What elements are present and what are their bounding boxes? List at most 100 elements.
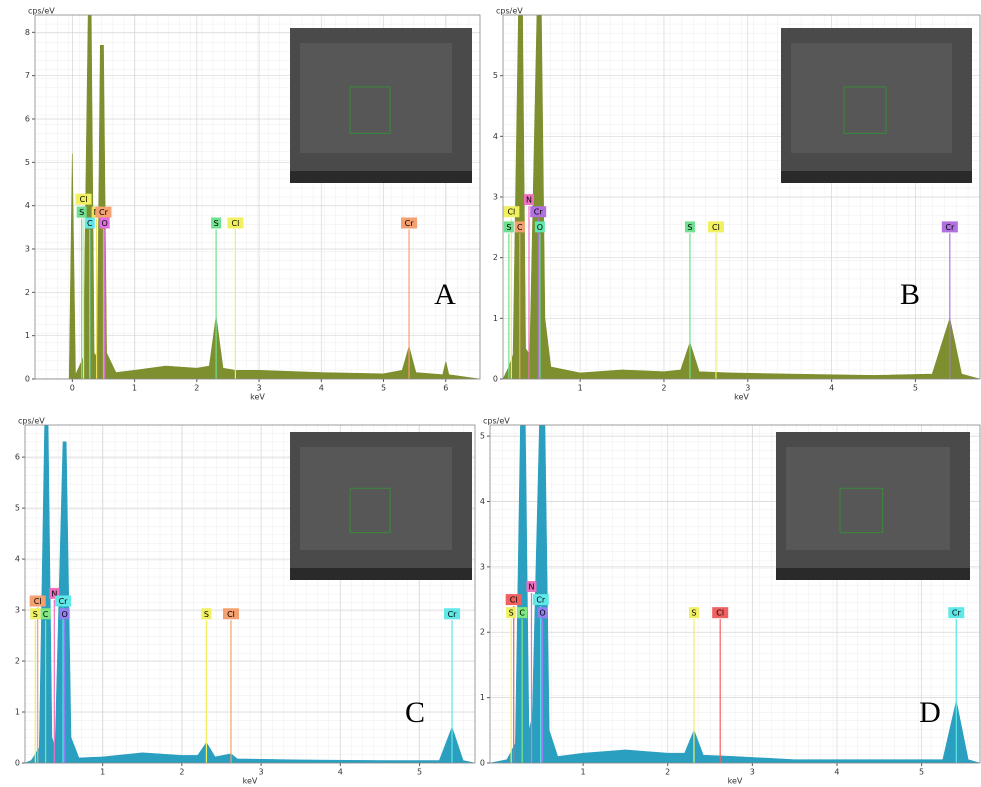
axis-frame <box>24 424 476 764</box>
element-tag <box>517 607 528 619</box>
element-label: C <box>43 610 49 619</box>
plot-area <box>35 15 480 379</box>
spectrum <box>490 425 980 763</box>
element-tag <box>201 608 212 620</box>
element-tag <box>49 587 60 599</box>
element-label: Cl <box>34 597 42 606</box>
y-tick-label: 0 <box>15 759 20 768</box>
panel-letter: D <box>919 696 941 729</box>
element-tag <box>55 595 72 607</box>
sem-texture <box>786 447 950 550</box>
element-tag <box>523 194 534 206</box>
element-tag <box>534 221 545 233</box>
panel-letter: A <box>434 278 456 311</box>
y-axis-label: cps/eV <box>483 417 510 426</box>
x-tick-label: 1 <box>132 384 137 393</box>
element-label: Cl <box>507 208 515 217</box>
element-label: Cr <box>448 610 458 619</box>
x-axis-label: keV <box>250 393 265 402</box>
panel-letter: B <box>900 278 920 311</box>
spectrum <box>35 15 480 379</box>
sem-info-bar <box>290 171 472 183</box>
element-label: Cl <box>80 195 88 204</box>
element-label: O <box>61 610 67 619</box>
x-axis-label: keV <box>728 777 743 786</box>
element-tag <box>712 607 729 619</box>
sem-info-bar <box>776 568 970 580</box>
y-tick-label: 4 <box>493 132 498 141</box>
element-label: O <box>539 609 545 618</box>
y-tick-label: 0 <box>480 759 485 768</box>
sem-texture <box>300 43 452 153</box>
scan-area <box>349 487 391 534</box>
element-label: N <box>51 589 57 598</box>
element-label: S <box>79 208 84 217</box>
axis-frame <box>489 424 981 764</box>
element-tag <box>211 217 222 229</box>
spectrum <box>25 425 475 763</box>
element-label: Cr <box>405 219 415 228</box>
element-tag <box>401 217 418 229</box>
x-axis-label: keV <box>734 393 749 402</box>
x-tick-label: 4 <box>829 384 834 393</box>
y-axis-label: cps/eV <box>18 417 45 426</box>
element-label: Cl <box>712 223 720 232</box>
x-tick-label: 1 <box>578 384 583 393</box>
y-tick-label: 1 <box>25 331 30 340</box>
element-label: C <box>87 219 93 228</box>
element-label: Cr <box>536 596 546 605</box>
element-label: C <box>519 609 525 618</box>
plot-area <box>503 15 980 379</box>
element-tag <box>59 608 70 620</box>
y-axis-label: cps/eV <box>28 7 55 16</box>
x-tick-label: 3 <box>750 768 755 777</box>
y-tick-label: 0 <box>25 375 30 384</box>
element-tag <box>222 608 239 620</box>
y-tick-label: 2 <box>15 657 20 666</box>
x-axis-label: keV <box>243 777 258 786</box>
element-label: S <box>33 610 38 619</box>
element-label: Cr <box>952 609 962 618</box>
y-tick-label: 5 <box>15 504 20 513</box>
y-tick-label: 3 <box>15 606 20 615</box>
panel-letter: C <box>405 696 425 729</box>
element-label: S <box>204 610 209 619</box>
x-tick-label: 5 <box>381 384 386 393</box>
sem-texture <box>300 447 452 550</box>
y-tick-label: 1 <box>15 708 20 717</box>
y-tick-label: 2 <box>25 288 30 297</box>
x-tick-label: 3 <box>257 384 262 393</box>
y-tick-label: 3 <box>25 245 30 254</box>
scan-area <box>843 86 887 134</box>
x-tick-label: 4 <box>319 384 324 393</box>
y-tick-label: 4 <box>480 497 485 506</box>
y-tick-label: 5 <box>480 432 485 441</box>
sem-info-bar <box>781 171 972 183</box>
element-label: N <box>528 583 534 592</box>
x-tick-label: 2 <box>665 768 670 777</box>
axis-frame <box>34 14 481 380</box>
element-tag <box>684 221 695 233</box>
scan-area <box>349 86 391 134</box>
sem-texture <box>791 43 952 153</box>
element-tag <box>95 206 112 218</box>
y-tick-label: 6 <box>15 453 20 462</box>
element-tag <box>75 193 92 205</box>
element-label: S <box>506 223 511 232</box>
element-label: Cl <box>716 609 724 618</box>
y-axis-label: cps/eV <box>496 7 523 16</box>
element-label: Cr <box>59 597 69 606</box>
element-label: Cr <box>534 208 544 217</box>
y-tick-label: 4 <box>15 555 20 564</box>
x-tick-label: 2 <box>179 768 184 777</box>
axis-frame <box>502 14 981 380</box>
x-tick-label: 4 <box>834 768 839 777</box>
spectrum <box>503 15 980 379</box>
x-tick-label: 3 <box>259 768 264 777</box>
element-tag <box>30 608 41 620</box>
y-tick-label: 4 <box>25 201 30 210</box>
element-label: Cl <box>510 596 518 605</box>
y-tick-label: 3 <box>493 193 498 202</box>
